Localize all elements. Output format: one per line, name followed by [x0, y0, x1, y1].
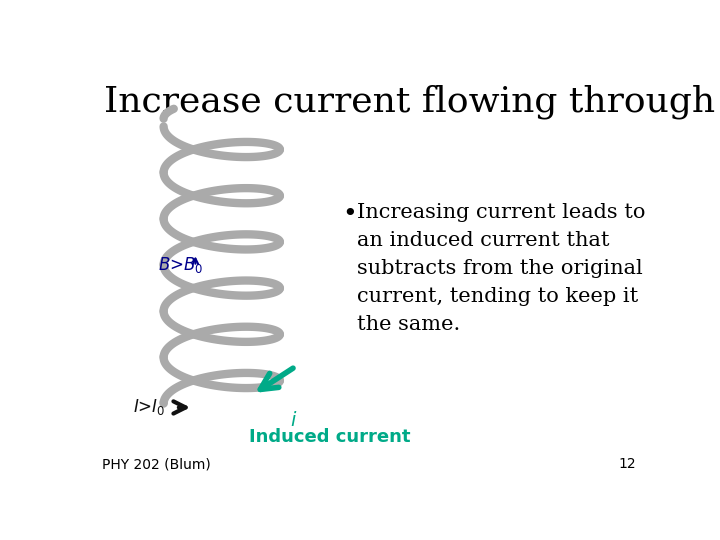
Text: Induced current: Induced current — [249, 428, 410, 446]
Text: i: i — [290, 411, 295, 430]
Text: •: • — [342, 204, 356, 226]
Text: I>I$_0$: I>I$_0$ — [132, 397, 165, 417]
Text: Increase current flowing through a coil: Increase current flowing through a coil — [104, 84, 720, 119]
Text: PHY 202 (Blum): PHY 202 (Blum) — [102, 457, 210, 471]
Text: Increasing current leads to
an induced current that
subtracts from the original
: Increasing current leads to an induced c… — [357, 204, 646, 334]
Text: B>B$_0$: B>B$_0$ — [158, 255, 204, 275]
Text: 12: 12 — [618, 457, 636, 471]
